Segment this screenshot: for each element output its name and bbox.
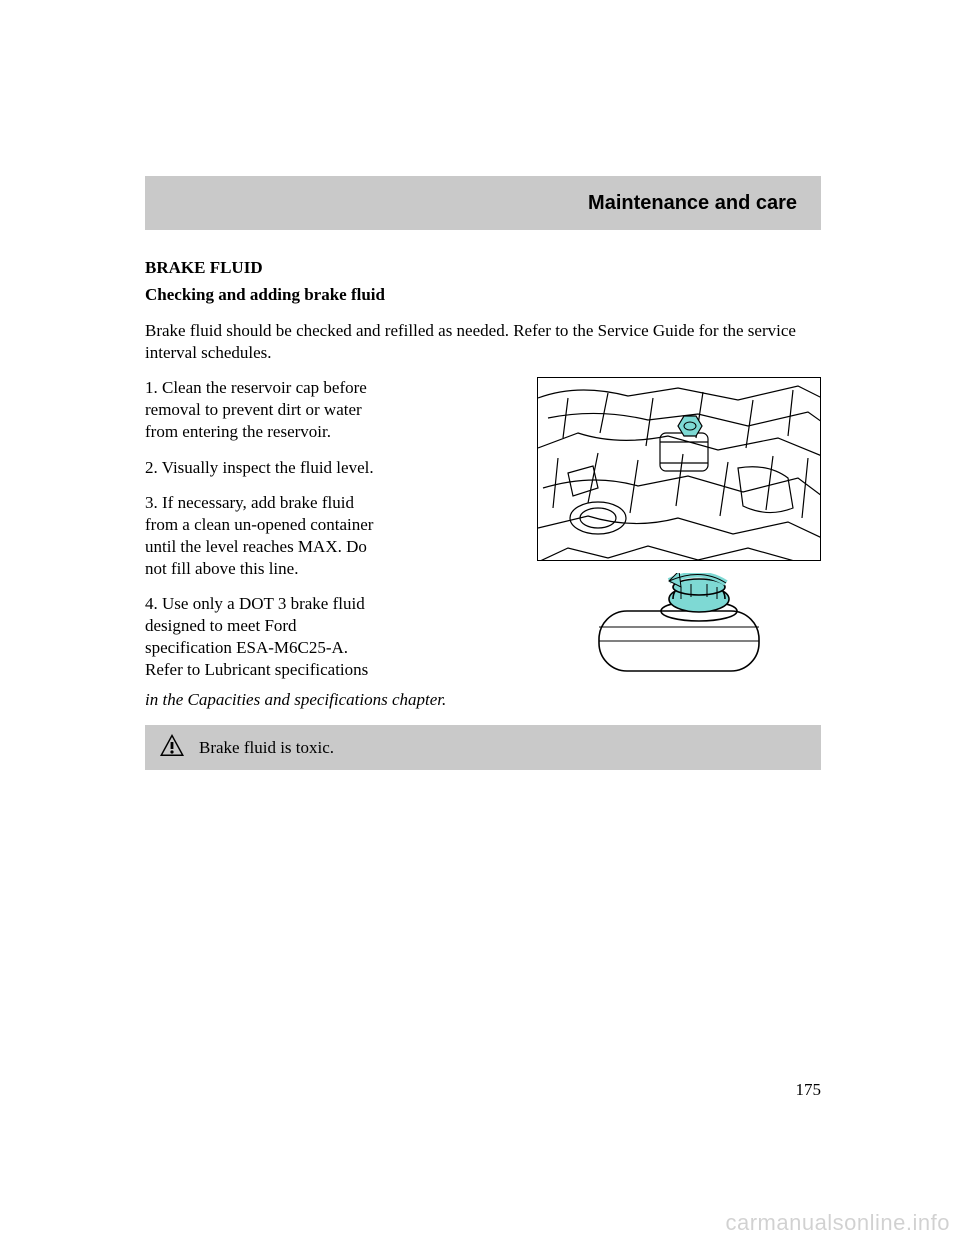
brake-intro: Brake fluid should be checked and refill…: [145, 320, 821, 364]
warning-text: Brake fluid is toxic.: [199, 738, 334, 758]
brake-subheading: Checking and adding brake fluid: [145, 284, 821, 306]
warning-callout: Brake fluid is toxic.: [145, 725, 821, 770]
step-3-line2: from a clean un-opened container: [145, 514, 519, 536]
step-1-line3: from entering the reservoir.: [145, 421, 519, 443]
section-header: Maintenance and care: [145, 176, 821, 230]
brake-heading: BRAKE FLUID: [145, 258, 821, 278]
step-3-line4: not fill above this line.: [145, 558, 519, 580]
step-4-line5: in the Capacities and specifications cha…: [145, 689, 821, 711]
warning-triangle-icon: [159, 733, 185, 762]
figures-column: [537, 377, 821, 683]
step-4-line1: 4. Use only a DOT 3 brake fluid: [145, 593, 519, 615]
reservoir-figure: [581, 573, 777, 683]
reservoir-cap-highlight: [678, 416, 702, 436]
step-3-line3: until the level reaches MAX. Do: [145, 536, 519, 558]
engine-bay-figure: [537, 377, 821, 561]
step-1-line1: 1. Clean the reservoir cap before: [145, 377, 519, 399]
engine-bay-svg: [538, 378, 821, 561]
page-number: 175: [796, 1080, 822, 1100]
step-4-line4: Refer to Lubricant specifications: [145, 659, 519, 681]
step-2: 2. Visually inspect the fluid level.: [145, 457, 519, 479]
steps-column: 1. Clean the reservoir cap before remova…: [145, 377, 519, 683]
page-content: BRAKE FLUID Checking and adding brake fl…: [145, 258, 821, 770]
section-title: Maintenance and care: [588, 192, 797, 215]
step-4-line2: designed to meet Ford: [145, 615, 519, 637]
watermark: carmanualsonline.info: [715, 1204, 960, 1242]
step-4-line3: specification ESA-M6C25-A.: [145, 637, 519, 659]
step-3-line1: 3. If necessary, add brake fluid: [145, 492, 519, 514]
reservoir-svg: [581, 573, 777, 683]
step-1-line2: removal to prevent dirt or water: [145, 399, 519, 421]
step-figure-row: 1. Clean the reservoir cap before remova…: [145, 377, 821, 683]
